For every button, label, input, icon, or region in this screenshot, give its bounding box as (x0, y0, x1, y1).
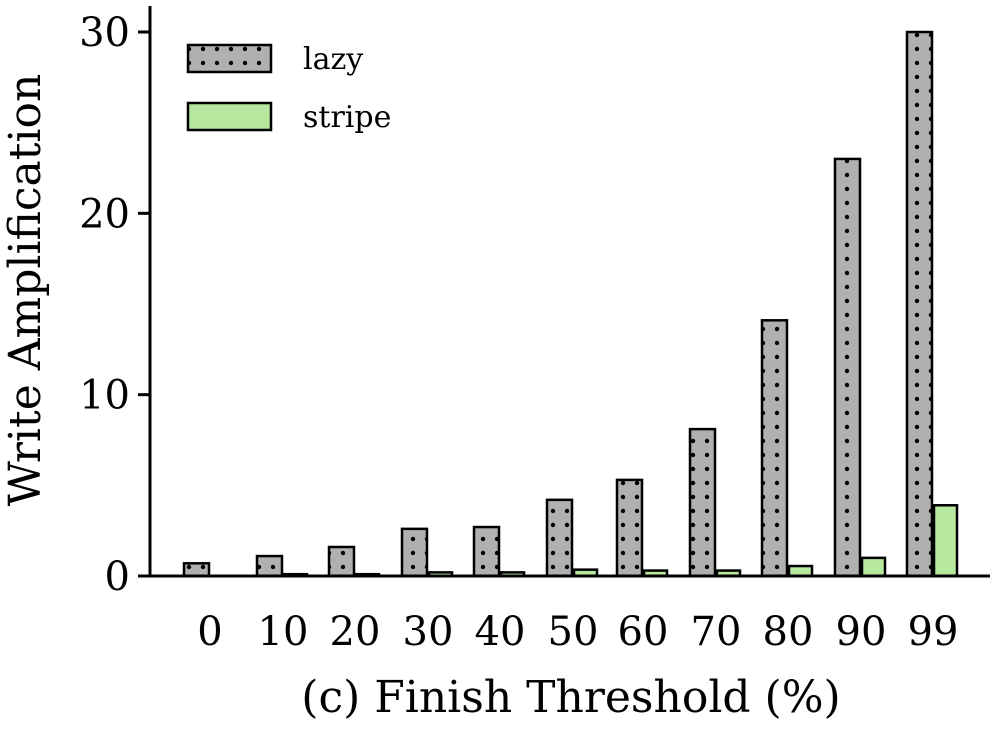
legend-label-lazy: lazy (303, 42, 363, 77)
x-tick-label: 80 (763, 609, 814, 655)
x-tick-label: 0 (197, 609, 222, 655)
bar-lazy (688, 427, 717, 578)
bar-lazy (255, 554, 284, 578)
plot-area: 0 10 20 30 0 10 20 30 40 50 60 70 80 90 99 (79, 6, 990, 655)
y-tick-label: 20 (79, 191, 130, 237)
legend: lazy stripe (186, 42, 391, 135)
bar-lazy (327, 545, 356, 578)
x-tick-label: 90 (836, 609, 887, 655)
x-tick-label: 70 (691, 609, 742, 655)
x-axis-title: (c) Finish Threshold (%) (301, 672, 840, 723)
bar-lazy (472, 525, 501, 578)
x-tick-label: 99 (908, 609, 959, 655)
x-tick-label: 50 (548, 609, 599, 655)
x-tick-label: 30 (403, 609, 454, 655)
legend-swatch-stripe (186, 101, 273, 132)
bar-lazy (760, 319, 789, 578)
bar-lazy (833, 157, 862, 578)
y-tick-label: 30 (79, 10, 130, 56)
legend-swatch-lazy (186, 43, 273, 74)
bar-lazy (905, 30, 934, 578)
x-tick-label: 10 (258, 609, 309, 655)
bar-stripe (860, 556, 887, 578)
x-tick-label: 40 (475, 609, 526, 655)
bar-stripe (932, 504, 959, 578)
bar-lazy (400, 527, 429, 578)
bar-lazy (545, 498, 574, 578)
bar-lazy (182, 562, 211, 578)
x-tick-label: 20 (330, 609, 381, 655)
y-tick-label: 10 (79, 373, 130, 419)
y-axis-title: Write Amplification (0, 74, 51, 507)
x-tick-label: 60 (618, 609, 669, 655)
bar-lazy (615, 478, 644, 578)
legend-label-stripe: stripe (303, 100, 391, 135)
y-tick-label: 0 (105, 554, 130, 600)
